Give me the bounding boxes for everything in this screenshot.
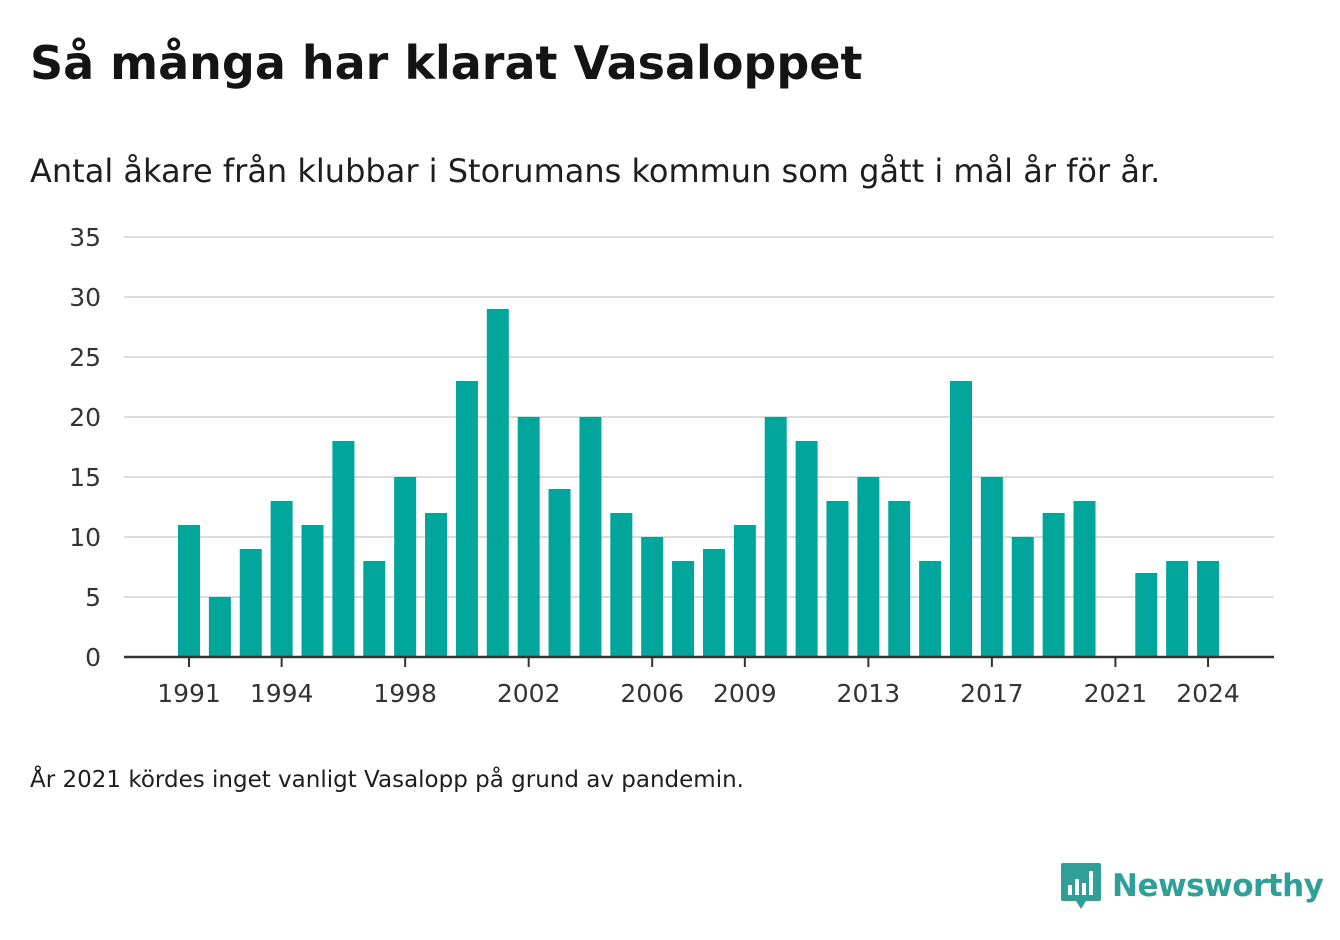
x-tick-label: 2017 <box>960 679 1024 708</box>
bar <box>363 561 386 657</box>
bar <box>1166 561 1189 657</box>
bar <box>888 501 911 657</box>
bar <box>950 381 972 657</box>
x-tick-label: 2021 <box>1084 679 1148 708</box>
bar <box>425 513 448 657</box>
x-tick-label: 2002 <box>497 679 561 708</box>
chart-subtitle: Antal åkare från klubbar i Storumans kom… <box>30 152 1161 190</box>
footnote: År 2021 kördes inget vanligt Vasalopp på… <box>30 767 744 793</box>
bar-series <box>178 309 1220 657</box>
y-tick-label: 35 <box>69 223 101 252</box>
bar <box>1197 561 1220 657</box>
brand-logo[interactable]: Newsworthy <box>1060 860 1324 912</box>
bar-chart: 0 5 10 15 20 25 30 35 1991 1994 1998 2002 2006 2009 2… <box>69 223 1274 708</box>
x-axis: 1991 1994 1998 2002 2006 2009 2013 2017 2021 2024 <box>157 657 1240 708</box>
x-tick-label: 1991 <box>157 679 221 708</box>
y-tick-label: 30 <box>69 283 101 312</box>
bar <box>1135 573 1158 657</box>
y-axis: 0 5 10 15 20 25 30 35 <box>69 223 101 672</box>
y-tick-label: 20 <box>69 403 101 432</box>
y-tick-label: 15 <box>69 463 101 492</box>
x-tick-label: 1994 <box>250 679 314 708</box>
y-tick-label: 10 <box>69 523 101 552</box>
bar <box>517 417 540 657</box>
bar <box>1042 513 1065 657</box>
bar <box>332 441 355 657</box>
bar <box>610 513 633 657</box>
bar <box>1073 501 1096 657</box>
y-tick-label: 25 <box>69 343 101 372</box>
bar <box>1011 537 1034 657</box>
bar <box>672 561 695 657</box>
bar <box>239 549 262 657</box>
newsworthy-logo-icon <box>1061 863 1101 909</box>
bar <box>764 417 787 657</box>
bar <box>702 549 725 657</box>
bar <box>301 525 324 657</box>
bar <box>826 501 849 657</box>
y-tick-label: 0 <box>85 643 101 672</box>
bar <box>980 477 1003 657</box>
x-tick-label: 2024 <box>1176 679 1240 708</box>
x-tick-label: 1998 <box>373 679 437 708</box>
bar <box>579 417 602 657</box>
bar <box>178 525 200 657</box>
bar <box>486 309 509 657</box>
bar <box>641 537 664 657</box>
x-tick-label: 2006 <box>620 679 684 708</box>
grid-lines <box>124 236 1274 598</box>
bar <box>208 597 231 657</box>
bar <box>733 525 756 657</box>
x-tick-label: 2009 <box>713 679 777 708</box>
y-tick-label: 5 <box>85 583 101 612</box>
bar <box>394 477 417 657</box>
bar <box>795 441 818 657</box>
bar <box>270 501 293 657</box>
bar <box>919 561 942 657</box>
bar <box>548 489 571 657</box>
x-tick-label: 2013 <box>837 679 901 708</box>
brand-name: Newsworthy <box>1112 868 1324 904</box>
bar <box>857 477 880 657</box>
chart-title: Så många har klarat Vasaloppet <box>30 36 863 90</box>
bar <box>455 381 478 657</box>
